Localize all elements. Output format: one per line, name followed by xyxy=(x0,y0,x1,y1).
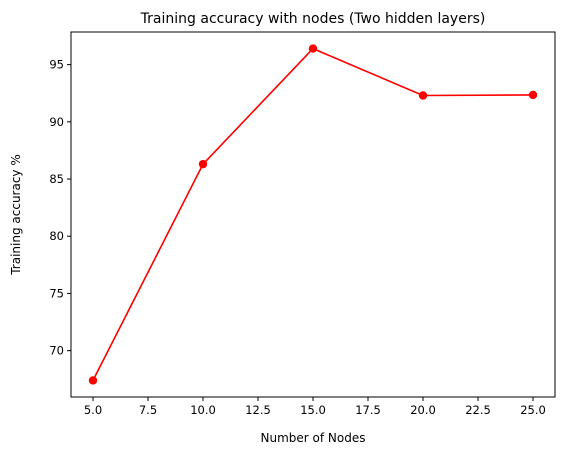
x-tick-label: 12.5 xyxy=(245,403,271,417)
series-line xyxy=(92,47,534,381)
x-axis: 5.0 7.5 10.0 12.5 15.0 17.5 20.0 22.5 25.0 xyxy=(84,397,546,417)
y-axis-label: Training accuracy % xyxy=(9,154,23,276)
x-tick-label: 22.5 xyxy=(465,403,491,417)
plot-area xyxy=(88,44,538,385)
y-tick-label: 90 xyxy=(49,115,64,129)
x-axis-label: Number of Nodes xyxy=(261,431,366,445)
data-point xyxy=(528,90,538,100)
y-tick-label: 85 xyxy=(49,172,64,186)
x-tick-label: 5.0 xyxy=(84,403,102,417)
x-tick-label: 20.0 xyxy=(410,403,436,417)
data-point xyxy=(418,91,428,100)
data-point xyxy=(308,44,318,53)
chart-title: Training accuracy with nodes (Two hidden… xyxy=(140,11,486,27)
x-tick-label: 15.0 xyxy=(300,403,326,417)
y-tick-label: 95 xyxy=(49,58,64,72)
y-tick-label: 75 xyxy=(49,286,64,300)
x-tick-label: 10.0 xyxy=(190,403,216,417)
data-point xyxy=(198,159,208,169)
x-tick-label: 25.0 xyxy=(520,403,546,417)
x-tick-label: 17.5 xyxy=(355,403,381,417)
y-tick-label: 70 xyxy=(49,344,64,358)
data-point xyxy=(88,376,98,385)
y-axis: 70 75 80 85 90 95 xyxy=(49,58,71,358)
x-tick-label: 7.5 xyxy=(139,403,157,417)
plot-frame xyxy=(70,31,556,398)
y-tick-label: 80 xyxy=(49,229,64,243)
